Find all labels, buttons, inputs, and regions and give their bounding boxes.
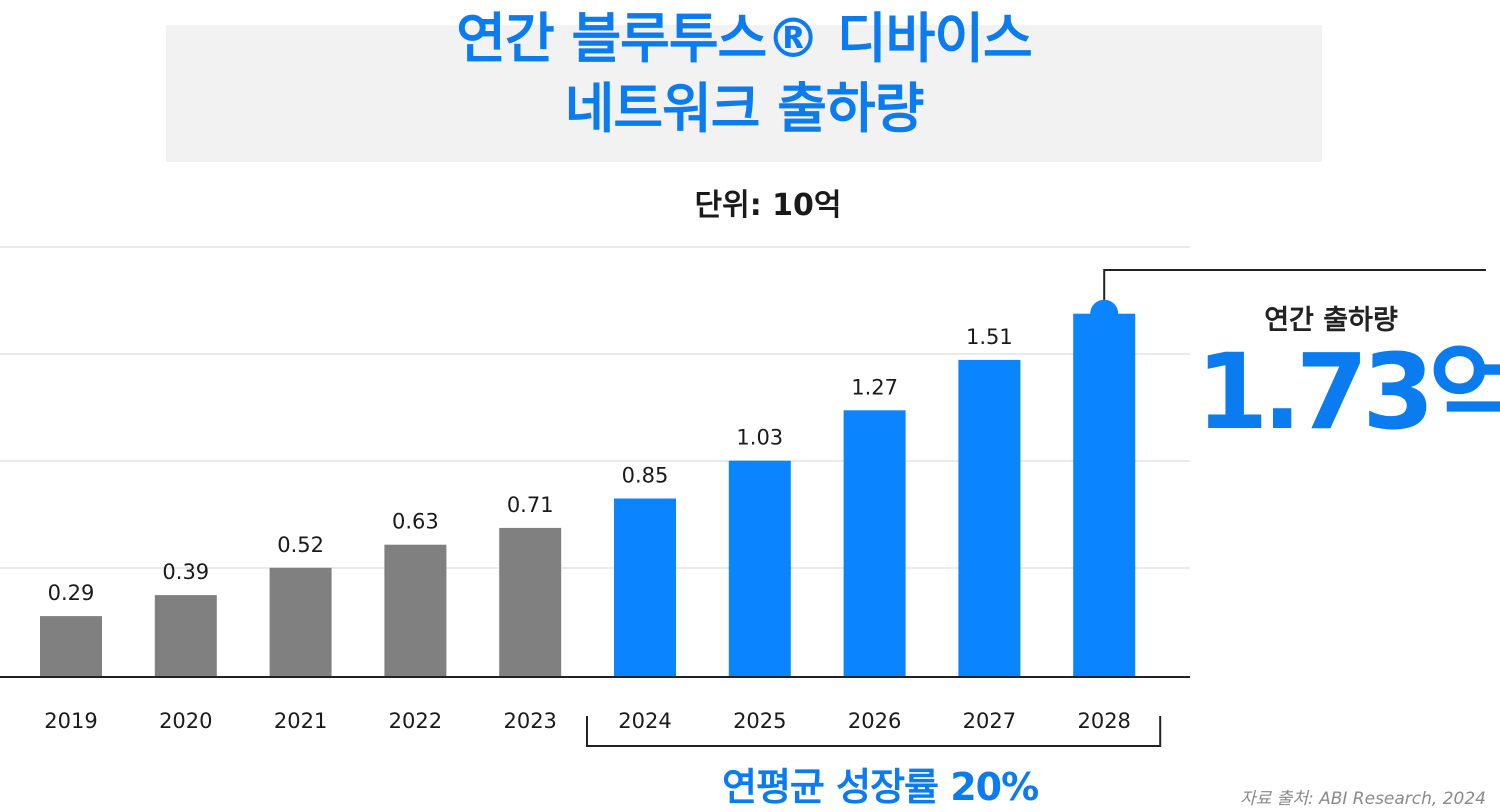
year-label-2022: 2022 [389, 709, 442, 733]
bar-2023 [499, 527, 562, 677]
bar-2025 [728, 460, 791, 677]
bar-2026 [843, 410, 906, 677]
unit-label: 단위: 10억 [694, 188, 842, 223]
cagr-bracket [586, 716, 1162, 747]
bar-2019 [40, 616, 102, 677]
value-label-2021: 0.52 [277, 533, 324, 557]
value-labels: 0.29 0.39 0.52 0.63 0.71 0.85 1.03 1.27 1.51 [48, 325, 1013, 605]
year-label-2024: 2024 [618, 709, 671, 733]
value-label-2020: 0.39 [162, 560, 209, 584]
year-label-2021: 2021 [274, 709, 327, 733]
value-label-2025: 1.03 [736, 426, 783, 450]
year-label-2023: 2023 [503, 709, 556, 733]
year-label-2019: 2019 [44, 709, 97, 733]
callout-marker [1090, 299, 1119, 328]
title-background [166, 25, 1322, 162]
callout-value: 1.73억 [1196, 331, 1500, 453]
callout-label: 연간 출하량 [1264, 305, 1398, 336]
year-label-2028: 2028 [1077, 709, 1130, 733]
bar-2020 [154, 595, 217, 677]
year-label-2027: 2027 [963, 709, 1016, 733]
title-line-1: 연간 블루투스® 디바이스 [456, 7, 1032, 70]
value-label-2026: 1.27 [851, 375, 898, 399]
year-label-2026: 2026 [848, 709, 901, 733]
value-label-2024: 0.85 [622, 464, 669, 488]
value-label-2023: 0.71 [507, 493, 554, 517]
bar-2024 [614, 498, 676, 677]
cagr-label: 연평균 성장률 20% [722, 765, 1039, 809]
year-label-2025: 2025 [733, 709, 786, 733]
bar-2028 [1073, 313, 1136, 677]
bars [40, 313, 1136, 677]
bar-2027 [958, 359, 1021, 677]
year-label-2020: 2020 [159, 709, 212, 733]
title-line-2: 네트워크 출하량 [564, 77, 925, 140]
year-labels: 2019 2020 2021 2022 2023 2024 2025 2026 2027 2028 [44, 709, 1131, 733]
callout-leader-line [1103, 269, 1486, 314]
bar-2021 [269, 567, 332, 677]
source-note: 자료 출처: ABI Research, 2024 [1240, 789, 1486, 809]
bar-2022 [384, 544, 447, 677]
value-label-2022: 0.63 [392, 510, 439, 534]
value-label-2027: 1.51 [966, 325, 1013, 349]
chart-title: 연간 블루투스® 디바이스 네트워크 출하량 [166, 4, 1322, 144]
value-label-2019: 0.29 [48, 581, 95, 605]
